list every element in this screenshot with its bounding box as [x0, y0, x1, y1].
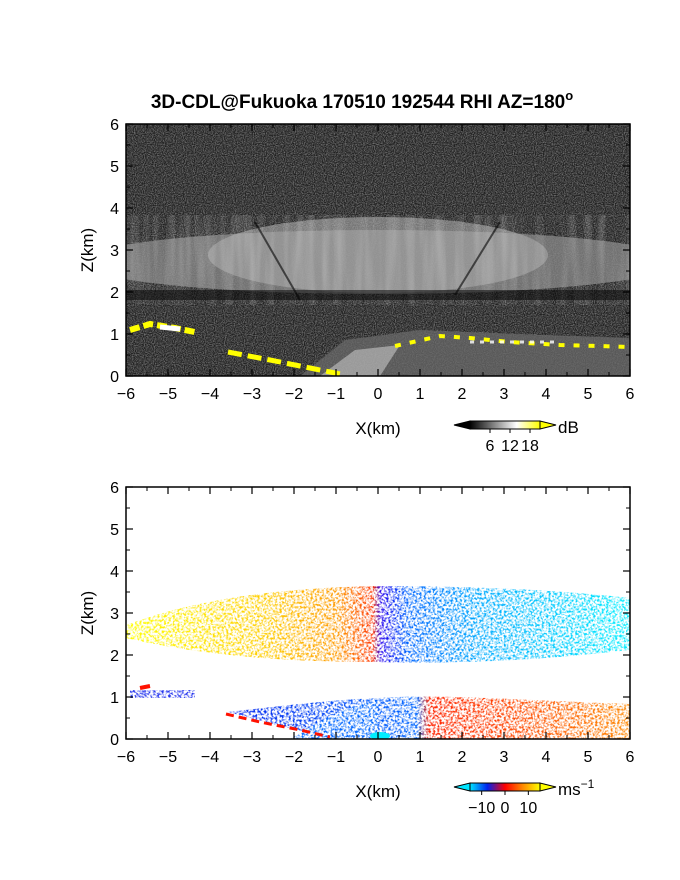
velocity-field	[126, 586, 630, 739]
x-tick-label: 0	[374, 386, 383, 403]
x-tick-label: −1	[327, 386, 345, 403]
x-tick-label: −4	[201, 749, 219, 766]
y-tick-label: 6	[110, 117, 119, 134]
intensity-axes: −6 −5 −4 −3 −2 −1 0 1 2 3 4 5 6 0 1 2 3 4 5 6	[110, 117, 634, 403]
x-tick-label: 2	[458, 749, 467, 766]
x-tick-label: 4	[542, 749, 551, 766]
y-tick-label: 1	[110, 327, 119, 344]
intensity-colorbar: 6 12 18 dB	[453, 418, 579, 455]
colorbar-scale	[469, 420, 541, 430]
intensity-xlabel: X(km)	[355, 419, 400, 438]
x-tick-label: −1	[327, 749, 345, 766]
x-tick-label: 1	[416, 386, 425, 403]
x-tick-label: 3	[500, 386, 509, 403]
velocity-axes: −6 −5 −4 −3 −2 −1 0 1 2 3 4 5 6 0 1 2 3 4 5 6	[110, 480, 634, 766]
colorbar-tick-label: 18	[521, 438, 539, 455]
x-tick-label: 3	[500, 749, 509, 766]
x-tick-label: −3	[243, 749, 261, 766]
x-tick-label: −5	[159, 749, 177, 766]
x-tick-label: 6	[626, 749, 635, 766]
colorbar-tick-label: −10	[468, 800, 495, 817]
x-tick-label: 4	[542, 386, 551, 403]
y-tick-label: 5	[110, 159, 119, 176]
y-tick-label: 1	[110, 690, 119, 707]
x-tick-label: −6	[117, 749, 135, 766]
x-tick-label: 5	[584, 749, 593, 766]
y-tick-label: 3	[110, 243, 119, 260]
y-tick-label: 0	[110, 732, 119, 749]
x-tick-label: −5	[159, 386, 177, 403]
y-tick-label: 2	[110, 285, 119, 302]
x-tick-label: −6	[117, 386, 135, 403]
figure-title: 3D-CDL@Fukuoka 170510 192544 RHI AZ=180o	[151, 88, 573, 113]
y-tick-label: 4	[110, 201, 119, 218]
velocity-xlabel: X(km)	[355, 782, 400, 801]
x-tick-label: −2	[285, 749, 303, 766]
intensity-ylabel: Z(km)	[78, 228, 97, 272]
velocity-ylabel: Z(km)	[78, 591, 97, 635]
colorbar-scale	[469, 782, 541, 792]
colorbar-unit: dB	[558, 418, 579, 437]
colorbar-high-extend	[539, 782, 557, 792]
colorbar-tick-label: 0	[501, 800, 510, 817]
x-tick-label: 6	[626, 386, 635, 403]
colorbar-unit: ms−1	[558, 777, 595, 799]
x-tick-label: 5	[584, 386, 593, 403]
intensity-field	[126, 124, 630, 376]
x-tick-label: −2	[285, 386, 303, 403]
colorbar-tick-label: 12	[501, 438, 519, 455]
colorbar-tick-label: 10	[519, 800, 537, 817]
x-tick-label: 1	[416, 749, 425, 766]
y-tick-label: 0	[110, 369, 119, 386]
y-tick-label: 6	[110, 480, 119, 497]
colorbar-low-extend	[453, 420, 471, 430]
y-tick-label: 3	[110, 606, 119, 623]
velocity-colorbar: −10 0 10 ms−1	[453, 777, 595, 817]
y-tick-label: 2	[110, 648, 119, 665]
y-tick-label: 4	[110, 564, 119, 581]
x-tick-label: 2	[458, 386, 467, 403]
x-tick-label: −4	[201, 386, 219, 403]
x-tick-label: −3	[243, 386, 261, 403]
y-tick-label: 5	[110, 522, 119, 539]
colorbar-low-extend	[453, 782, 471, 792]
x-tick-label: 0	[374, 749, 383, 766]
colorbar-tick-label: 6	[486, 438, 495, 455]
colorbar-high-extend	[539, 420, 557, 430]
